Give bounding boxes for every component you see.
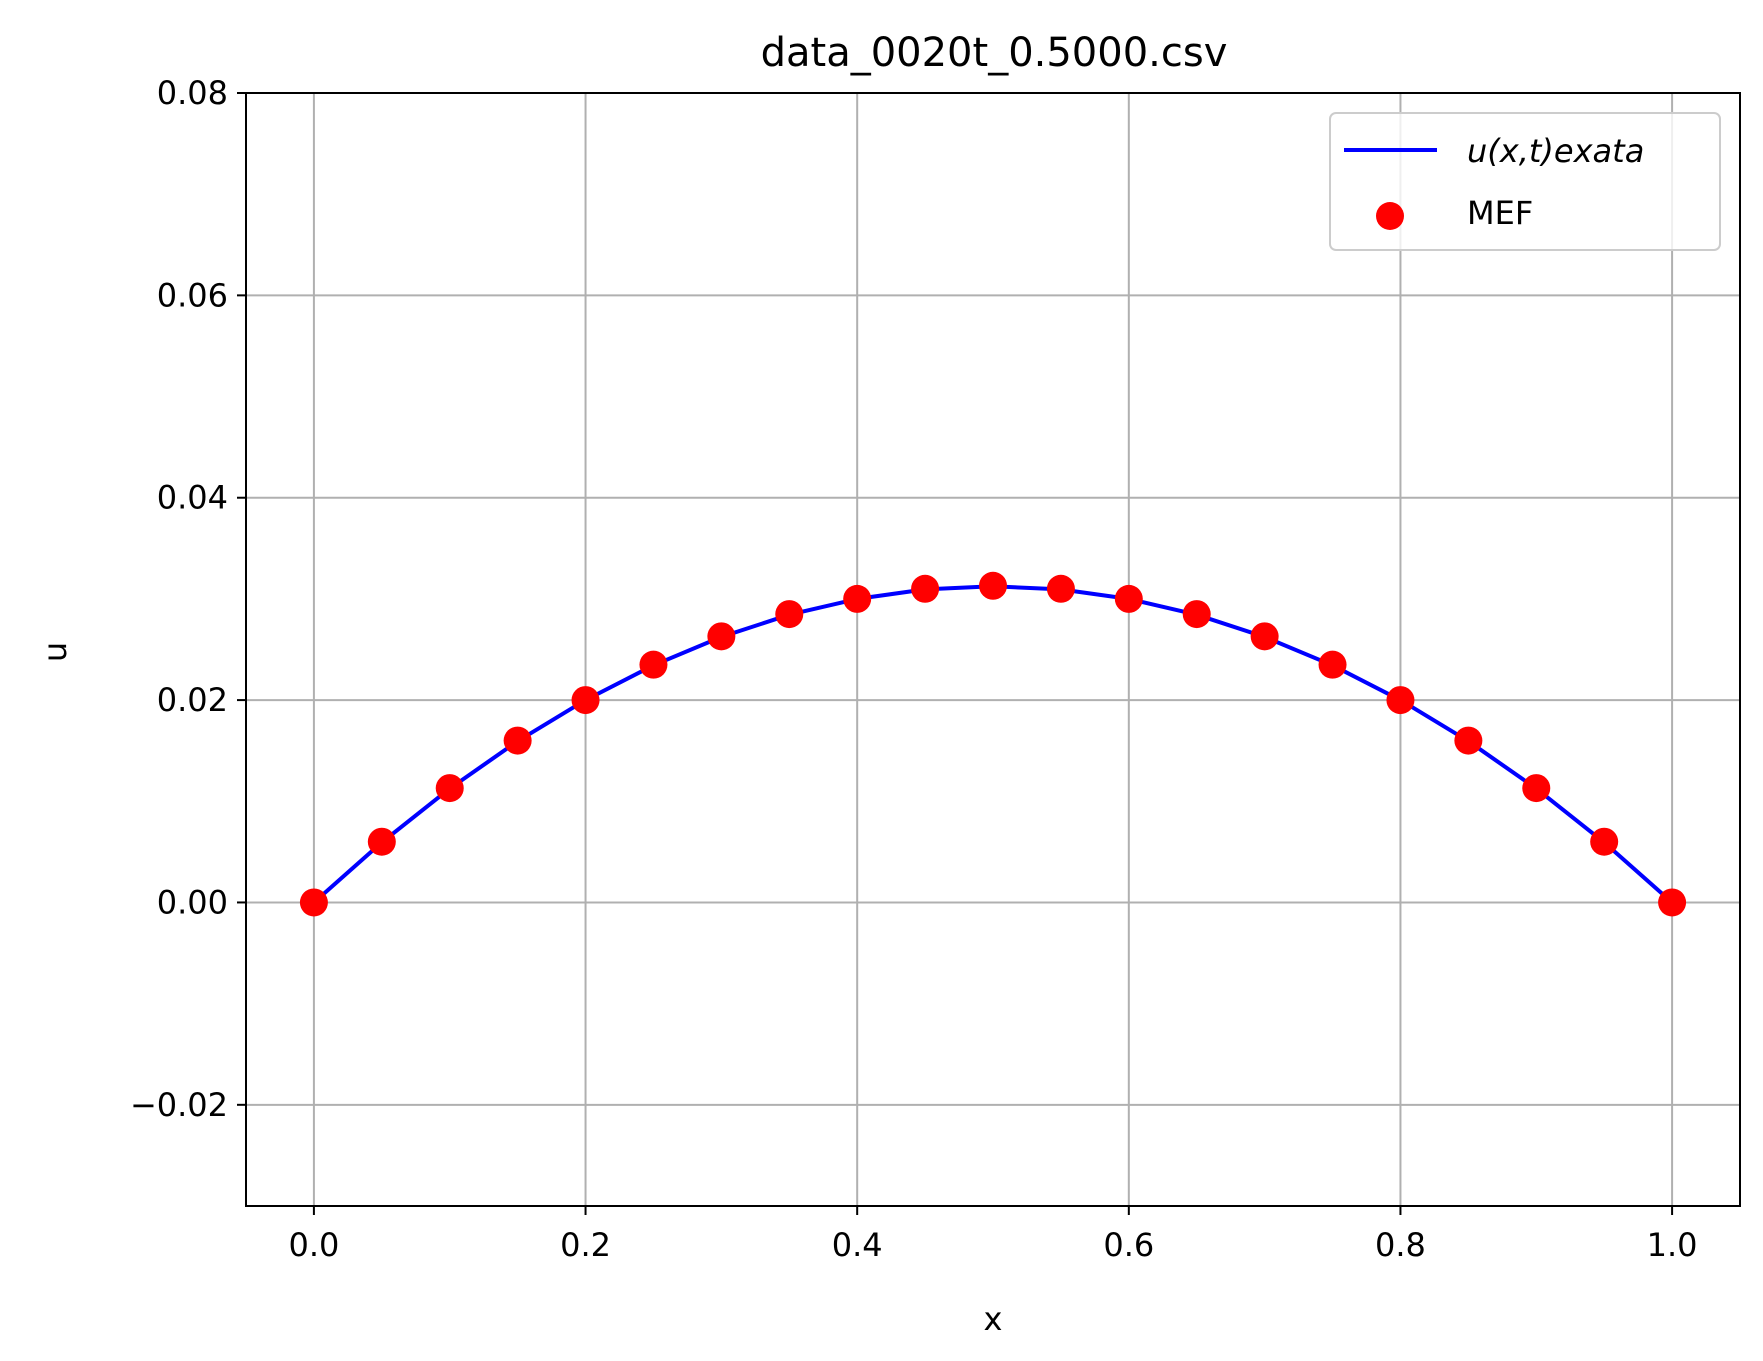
mef-point: [1454, 726, 1483, 755]
y-axis-title: u: [36, 642, 74, 662]
mef-point: [775, 600, 804, 629]
mef-point: [911, 574, 940, 603]
y-tick-label: −0.02: [130, 1086, 228, 1124]
y-tick-label: 0.06: [157, 276, 228, 314]
y-tick-label: 0.08: [157, 74, 228, 112]
mef-point: [435, 774, 464, 803]
x-axis-title: x: [984, 1300, 1003, 1338]
legend-label-mef: MEF: [1467, 194, 1533, 232]
mef-point: [571, 686, 600, 715]
mef-point: [639, 650, 668, 679]
mef-point: [1522, 774, 1551, 803]
mef-point: [1182, 600, 1211, 629]
mef-point: [1046, 574, 1075, 603]
chart-title: data_0020t_0.5000.csv: [761, 30, 1228, 76]
axis-ticks: 0.0 0.2 0.4 0.6 0.8 1.0 −0.02 0.00 0.02 0.04 0.06 0…: [130, 74, 1698, 1264]
legend-label-exact: u(x,t)exata: [1467, 132, 1644, 170]
mef-point: [503, 726, 532, 755]
mef-point: [1318, 650, 1347, 679]
mef-point: [707, 622, 736, 651]
x-tick-label: 0.8: [1375, 1226, 1426, 1264]
mef-points-layer: [299, 571, 1687, 917]
y-tick-label: 0.04: [157, 479, 228, 517]
plot-frame: [245, 92, 1741, 1207]
x-tick-label: 0.0: [288, 1226, 339, 1264]
mef-point: [1658, 888, 1687, 917]
x-tick-label: 0.4: [832, 1226, 883, 1264]
mef-point: [367, 827, 396, 856]
mef-point: [1114, 584, 1143, 613]
mef-point: [1590, 827, 1619, 856]
mef-point: [979, 571, 1007, 600]
grid: [246, 92, 1740, 1206]
mef-point: [1386, 686, 1415, 715]
x-tick-label: 0.2: [560, 1226, 611, 1264]
legend-dot-marker: [1376, 202, 1404, 230]
mef-point: [299, 888, 328, 917]
x-tick-label: 1.0: [1647, 1226, 1698, 1264]
mef-point: [1250, 622, 1279, 651]
y-tick-label: 0.00: [157, 883, 228, 921]
x-tick-label: 0.6: [1103, 1226, 1154, 1264]
legend-box: [1329, 112, 1721, 251]
legend: u(x,t)exata MEF: [1329, 112, 1721, 251]
y-tick-label: 0.02: [157, 681, 228, 719]
mef-point: [843, 584, 872, 613]
